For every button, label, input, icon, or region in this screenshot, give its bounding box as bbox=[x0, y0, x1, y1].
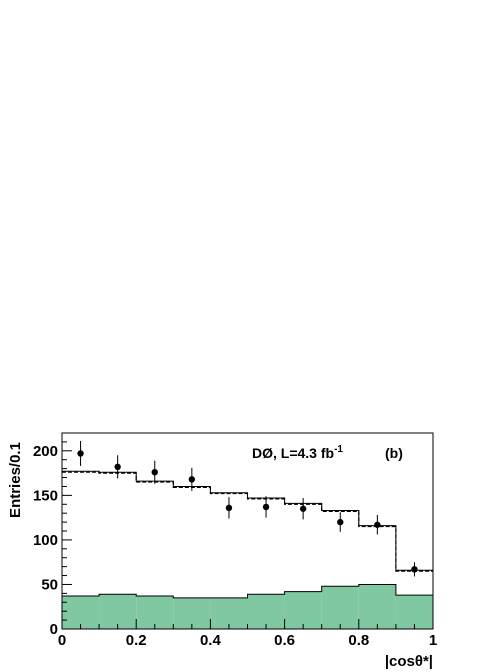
data-point bbox=[151, 469, 158, 476]
background-bar bbox=[284, 591, 322, 629]
y-axis-label: Entries/0.1 bbox=[7, 442, 24, 518]
y-tick-label: 150 bbox=[33, 487, 58, 504]
experiment-annotation: DØ, L=4.3 fb-1 bbox=[252, 444, 343, 461]
data-point bbox=[77, 450, 84, 457]
background-bar bbox=[247, 594, 285, 629]
x-axis-label: |cosθ*| bbox=[385, 653, 433, 670]
x-tick-label: 0 bbox=[58, 632, 66, 649]
plot-area bbox=[61, 441, 434, 629]
background-bar bbox=[358, 584, 396, 629]
panel-label: (b) bbox=[385, 445, 403, 461]
data-point bbox=[262, 503, 270, 511]
x-tick-label: 0.8 bbox=[348, 632, 369, 649]
y-tick-label: 0 bbox=[50, 621, 58, 638]
background-bar bbox=[321, 586, 359, 629]
x-tick-label: 0.6 bbox=[274, 632, 295, 649]
x-tick-label: 0.2 bbox=[126, 632, 147, 649]
data-point bbox=[299, 505, 307, 512]
y-tick-label: 100 bbox=[33, 532, 58, 549]
background-outline bbox=[61, 583, 434, 629]
prediction-solid-histogram bbox=[62, 470, 433, 571]
background-bar bbox=[173, 597, 211, 629]
data-point bbox=[225, 504, 233, 512]
background-bar bbox=[210, 597, 248, 629]
background-bar bbox=[62, 596, 100, 629]
y-tick-label: 50 bbox=[41, 576, 58, 593]
data-point bbox=[411, 566, 418, 573]
data-point bbox=[114, 463, 121, 471]
luminosity-exponent: -1 bbox=[334, 444, 343, 455]
background-bar bbox=[136, 596, 174, 629]
x-tick-label: 0.4 bbox=[200, 632, 222, 649]
axes: 0 0.2 0.4 0.6 0.8 1 0 50 100 150 200 bbox=[33, 432, 437, 649]
experiment-label: DØ, L=4.3 fb bbox=[252, 445, 334, 461]
x-tick-label: 1 bbox=[429, 632, 437, 649]
y-tick-label: 200 bbox=[33, 443, 58, 460]
background-bar bbox=[99, 594, 137, 629]
data-point bbox=[374, 521, 381, 528]
data-point bbox=[188, 476, 196, 483]
data-point bbox=[337, 518, 344, 526]
background-bar bbox=[395, 595, 433, 629]
